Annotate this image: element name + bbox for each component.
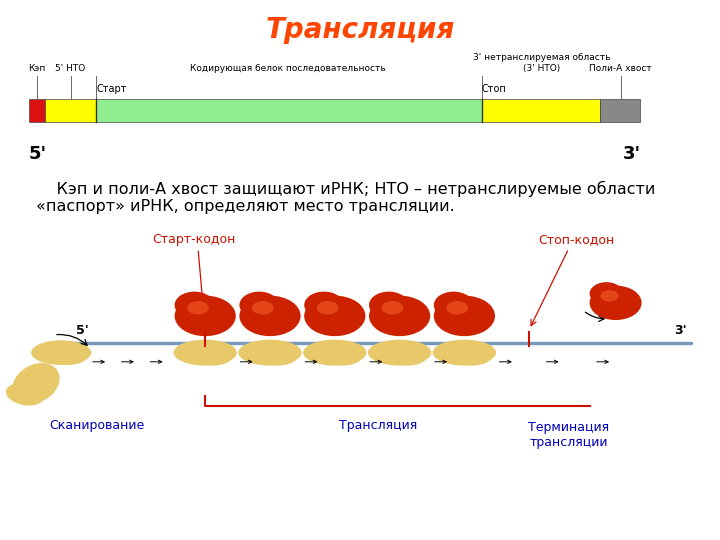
Ellipse shape [49,348,87,365]
Text: 5' НТО: 5' НТО [55,64,86,73]
Ellipse shape [590,282,624,305]
Ellipse shape [238,340,302,366]
Ellipse shape [433,296,495,336]
Ellipse shape [6,383,45,406]
Ellipse shape [600,290,618,302]
Ellipse shape [382,301,403,314]
Text: Кодирующая белок последовательность: Кодирующая белок последовательность [190,64,386,73]
Text: Кэп: Кэп [28,64,45,73]
Text: Стоп: Стоп [482,84,506,94]
Ellipse shape [452,348,492,366]
Text: Поли-А хвост: Поли-А хвост [589,64,652,73]
Ellipse shape [387,348,427,366]
Text: 3': 3' [674,325,687,338]
Bar [96,99,482,122]
Ellipse shape [303,340,366,366]
Ellipse shape [433,340,496,366]
Ellipse shape [368,340,431,366]
Ellipse shape [174,292,215,319]
Text: Стоп-кодон: Стоп-кодон [538,233,614,246]
Ellipse shape [433,292,474,319]
Bar [45,99,96,122]
Text: 5': 5' [76,325,89,338]
Ellipse shape [304,296,366,336]
Ellipse shape [192,348,232,366]
Ellipse shape [304,292,344,319]
Ellipse shape [590,286,642,320]
Text: Терминация
трансляции: Терминация трансляции [528,421,609,449]
Ellipse shape [252,301,274,314]
Ellipse shape [12,363,60,404]
Text: 3' нетранслируемая область
(3' НТО): 3' нетранслируемая область (3' НТО) [473,53,610,73]
Ellipse shape [323,348,362,366]
Ellipse shape [239,296,301,336]
Text: Старт: Старт [96,84,127,94]
Text: Трансляция: Трансляция [265,16,455,44]
Ellipse shape [446,301,468,314]
Ellipse shape [31,340,91,365]
Bar [482,99,600,122]
Ellipse shape [317,301,338,314]
Text: Кэп и поли-А хвост защищают иРНК; НТО – нетранслируемые области
«паспорт» иРНК, : Кэп и поли-А хвост защищают иРНК; НТО – … [36,181,655,214]
Ellipse shape [174,340,237,366]
Ellipse shape [369,292,409,319]
Bar [29,99,45,122]
Ellipse shape [187,301,209,314]
Ellipse shape [174,296,236,336]
Text: 3': 3' [623,145,641,163]
Bar [600,99,640,122]
Text: Трансляция: Трансляция [339,418,417,431]
Text: Старт-кодон: Старт-кодон [153,233,236,246]
Ellipse shape [239,292,279,319]
Text: Сканирование: Сканирование [50,418,145,431]
Ellipse shape [369,296,431,336]
Text: 5': 5' [29,145,47,163]
Ellipse shape [258,348,297,366]
